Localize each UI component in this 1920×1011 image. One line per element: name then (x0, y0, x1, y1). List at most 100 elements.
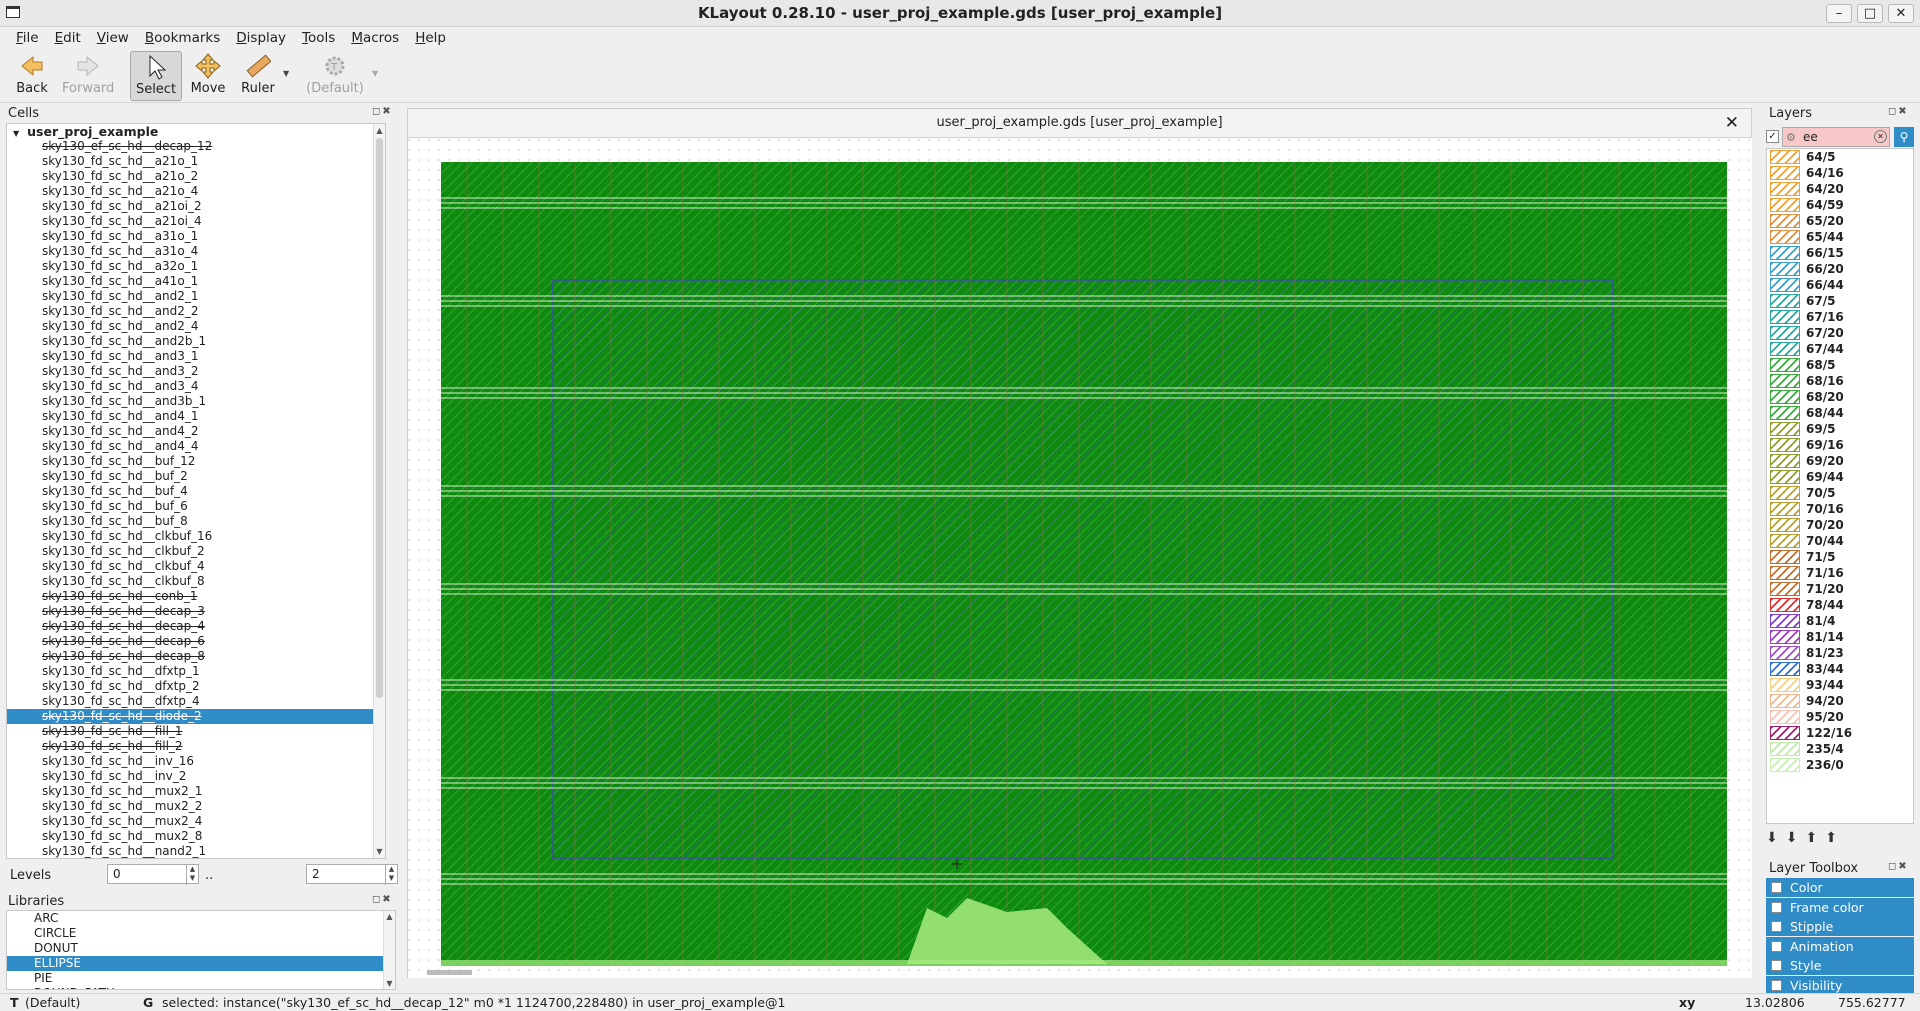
cell-item[interactable]: sky130_fd_sc_hd__dfxtp_1 (42, 664, 200, 678)
toolbox-item[interactable]: Style (1766, 956, 1914, 975)
library-item[interactable]: DONUT (34, 941, 78, 955)
default-mode-button[interactable]: T (Default) (305, 51, 365, 101)
cells-scroll-thumb[interactable] (376, 138, 383, 698)
cell-item[interactable]: sky130_fd_sc_hd__buf_6 (42, 499, 188, 513)
default-dropdown-arrow-icon[interactable]: ▼ (372, 69, 379, 78)
layout-drawing[interactable] (407, 138, 1752, 978)
levels-from-stepper-icon[interactable]: ▲ ▼ (186, 865, 198, 885)
layer-item[interactable]: 66/44 (1767, 277, 1913, 293)
layer-item[interactable]: 95/20 (1767, 709, 1913, 725)
menu-macros[interactable]: Macros (351, 30, 400, 46)
move-button[interactable]: Move (182, 51, 234, 101)
layer-item[interactable]: 68/20 (1767, 389, 1913, 405)
layer-item[interactable]: 69/44 (1767, 469, 1913, 485)
toolbox-checkbox-icon[interactable] (1771, 940, 1782, 952)
close-window-button[interactable]: ✕ (1888, 4, 1914, 23)
cell-item[interactable]: sky130_fd_sc_hd__a31o_1 (42, 229, 199, 243)
layout-view-tab[interactable]: user_proj_example.gds [user_proj_example… (407, 108, 1752, 138)
layer-item[interactable]: 68/5 (1767, 357, 1913, 373)
maximize-button[interactable]: □ (1857, 4, 1883, 23)
layer-item[interactable]: 68/44 (1767, 405, 1913, 421)
cell-item[interactable]: sky130_fd_sc_hd__inv_2 (42, 769, 187, 783)
layer-item[interactable]: 70/16 (1767, 501, 1913, 517)
cell-item[interactable]: sky130_fd_sc_hd__mux2_1 (42, 784, 203, 798)
library-item[interactable]: ELLIPSE (7, 956, 395, 971)
layer-item[interactable]: 67/44 (1767, 341, 1913, 357)
cell-item[interactable]: sky130_fd_sc_hd__and4_2 (42, 424, 199, 438)
scroll-up-arrow-icon[interactable]: ▲ (376, 126, 383, 135)
toolbox-dock-buttons[interactable]: ◻✖ (1888, 861, 1909, 872)
layer-item[interactable]: 68/16 (1767, 373, 1913, 389)
cell-item[interactable]: sky130_fd_sc_hd__decap_6 (42, 634, 205, 648)
cell-item[interactable]: sky130_fd_sc_hd__clkbuf_16 (42, 529, 213, 543)
cell-item[interactable]: sky130_fd_sc_hd__dfxtp_4 (42, 694, 200, 708)
cells-scrollbar[interactable]: ▲ ▼ (373, 124, 385, 858)
cell-item[interactable]: sky130_fd_sc_hd__fill_2 (42, 739, 183, 753)
back-button[interactable]: Back (6, 51, 58, 101)
levels-to-spinbox[interactable]: 2 ▲ ▼ (306, 864, 398, 885)
layer-item[interactable]: 83/44 (1767, 661, 1913, 677)
library-item[interactable]: ARC (34, 911, 59, 925)
layer-item[interactable]: 67/5 (1767, 293, 1913, 309)
filter-checkbox-icon[interactable]: ✓ (1766, 130, 1779, 143)
menu-file[interactable]: File (16, 30, 39, 46)
layer-item[interactable]: 78/44 (1767, 597, 1913, 613)
cell-item[interactable]: sky130_fd_sc_hd__conb_1 (42, 589, 198, 603)
cell-item[interactable]: sky130_fd_sc_hd__decap_4 (42, 619, 205, 633)
cell-item[interactable]: sky130_fd_sc_hd__a31o_4 (42, 244, 199, 258)
layer-item[interactable]: 65/20 (1767, 213, 1913, 229)
toolbox-checkbox-icon[interactable] (1771, 921, 1782, 932)
libraries-list[interactable]: ARCCIRCLEDONUTELLIPSEPIEROUND_PATH ▲ ▼ (6, 910, 396, 990)
move-up-icon[interactable]: ⬆ (1805, 830, 1826, 846)
cell-item[interactable]: sky130_fd_sc_hd__a32o_1 (42, 259, 199, 273)
layer-item[interactable]: 70/44 (1767, 533, 1913, 549)
layer-item[interactable]: 64/16 (1767, 165, 1913, 181)
select-button[interactable]: Select (130, 51, 182, 101)
cell-item[interactable]: sky130_fd_sc_hd__and4_4 (42, 439, 199, 453)
layer-item[interactable]: 65/44 (1767, 229, 1913, 245)
toolbox-item[interactable]: Color (1766, 878, 1914, 897)
layer-item[interactable]: 64/20 (1767, 181, 1913, 197)
cell-item[interactable]: sky130_fd_sc_hd__a21o_4 (42, 184, 199, 198)
layer-item[interactable]: 67/20 (1767, 325, 1913, 341)
layer-item[interactable]: 71/16 (1767, 565, 1913, 581)
move-top-icon[interactable]: ⬆ (1825, 830, 1845, 846)
cell-item[interactable]: sky130_fd_sc_hd__buf_12 (42, 454, 196, 468)
layer-item[interactable]: 94/20 (1767, 693, 1913, 709)
cell-item[interactable]: sky130_ef_sc_hd__decap_12 (42, 139, 213, 153)
search-icon[interactable]: ⚲ (1894, 127, 1914, 147)
menu-help[interactable]: Help (415, 30, 447, 46)
toolbox-item[interactable]: Animation (1766, 936, 1914, 956)
cell-item[interactable]: sky130_fd_sc_hd__a21oi_4 (42, 214, 202, 228)
cell-root[interactable]: ▼ user_proj_example (7, 124, 385, 139)
cell-item[interactable]: sky130_fd_sc_hd__diode_2 (7, 709, 385, 724)
toolbox-item[interactable]: Stipple (1766, 917, 1914, 936)
layer-item[interactable]: 235/4 (1767, 741, 1913, 757)
expand-arrow-icon[interactable]: ▼ (13, 129, 20, 138)
libraries-dock-buttons[interactable]: ◻✖ (372, 894, 393, 905)
layer-item[interactable]: 69/5 (1767, 421, 1913, 437)
cell-item[interactable]: sky130_fd_sc_hd__and2_2 (42, 304, 199, 318)
layers-dock-buttons[interactable]: ◻✖ (1888, 106, 1909, 117)
menu-tools[interactable]: Tools (302, 30, 336, 46)
cell-item[interactable]: sky130_fd_sc_hd__and4_1 (42, 409, 199, 423)
menu-display[interactable]: Display (236, 30, 287, 46)
layers-list[interactable]: 64/5 64/16 64/20 64/59 65/20 65/44 66/15 66/20 6… (1766, 148, 1914, 824)
clear-filter-icon[interactable]: ✕ (1874, 130, 1887, 143)
toolbox-checkbox-icon[interactable] (1771, 979, 1782, 991)
layer-item[interactable]: 236/0 (1767, 757, 1913, 773)
move-bottom-icon[interactable]: ⬇ (1785, 830, 1806, 846)
ruler-dropdown-arrow-icon[interactable]: ▼ (283, 69, 290, 78)
close-view-icon[interactable]: ✕ (1724, 113, 1739, 133)
layer-move-buttons[interactable]: ⬇⬇⬆⬆ (1766, 830, 1845, 850)
menu-view[interactable]: View (96, 30, 129, 46)
layer-item[interactable]: 81/4 (1767, 613, 1913, 629)
cell-item[interactable]: sky130_fd_sc_hd__dfxtp_2 (42, 679, 200, 693)
menu-edit[interactable]: Edit (54, 30, 81, 46)
cell-item[interactable]: sky130_fd_sc_hd__buf_2 (42, 469, 188, 483)
scroll-down-arrow-icon[interactable]: ▼ (376, 847, 383, 856)
cell-item[interactable]: sky130_fd_sc_hd__clkbuf_4 (42, 559, 205, 573)
toolbox-item[interactable]: Frame color (1766, 897, 1914, 917)
cell-item[interactable]: sky130_fd_sc_hd__clkbuf_8 (42, 574, 205, 588)
cell-item[interactable]: sky130_fd_sc_hd__a21o_1 (42, 154, 199, 168)
